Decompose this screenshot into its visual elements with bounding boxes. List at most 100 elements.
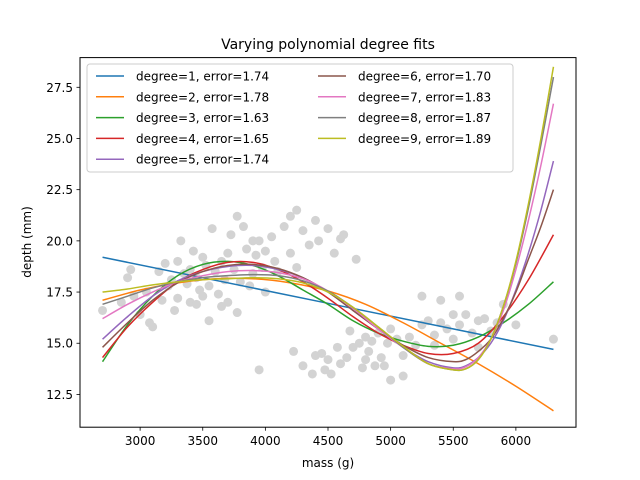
scatter-point: [429, 330, 439, 340]
scatter-point: [304, 240, 314, 250]
legend-label: degree=8, error=1.87: [358, 111, 491, 125]
scatter-point: [98, 305, 108, 315]
x-tick-label: 3000: [125, 434, 156, 448]
scatter-point: [170, 305, 180, 315]
scatter-point: [232, 211, 242, 221]
scatter-point: [260, 287, 270, 297]
scatter-point: [367, 336, 377, 346]
scatter-point: [232, 308, 242, 318]
scatter-point: [436, 318, 446, 328]
scatter-point: [332, 342, 342, 352]
legend-item-degree-6: degree=6, error=1.70: [318, 70, 491, 84]
scatter-point: [251, 250, 261, 260]
legend-label: degree=5, error=1.74: [136, 153, 269, 167]
scatter-point: [235, 277, 245, 287]
scatter-point: [361, 355, 371, 365]
scatter-point: [223, 297, 233, 307]
scatter-point: [123, 273, 133, 283]
scatter-point: [310, 215, 320, 225]
legend-item-degree-3: degree=3, error=1.63: [96, 111, 269, 125]
scatter-point: [307, 369, 317, 379]
legend-item-degree-7: degree=7, error=1.83: [318, 90, 491, 104]
scatter-point: [351, 254, 361, 264]
scatter-point: [289, 346, 299, 356]
legend-item-degree-8: degree=8, error=1.87: [318, 111, 491, 125]
scatter-point: [398, 371, 408, 381]
scatter-point: [270, 256, 280, 266]
y-axis-label: depth (mm): [20, 206, 34, 277]
scatter-point: [323, 355, 333, 365]
scatter-point: [173, 293, 183, 303]
scatter-point: [314, 236, 324, 246]
scatter-point: [292, 262, 302, 272]
scatter-point: [339, 230, 349, 240]
scatter-point: [317, 348, 327, 358]
x-tick-label: 4000: [250, 434, 281, 448]
scatter-point: [455, 320, 465, 330]
scatter-point: [204, 316, 214, 326]
y-tick-label: 22.5: [46, 183, 73, 197]
legend-item-degree-4: degree=4, error=1.65: [96, 132, 269, 146]
scatter-point: [386, 324, 396, 334]
scatter-point: [188, 246, 198, 256]
scatter-point: [248, 269, 258, 279]
scatter-point: [254, 365, 264, 375]
scatter-point: [285, 248, 295, 258]
x-tick-label: 4500: [313, 434, 344, 448]
scatter-point: [404, 332, 414, 342]
scatter-point: [285, 211, 295, 221]
scatter-point: [292, 205, 302, 215]
scatter-point: [248, 236, 258, 246]
scatter-point: [226, 230, 236, 240]
legend-label: degree=9, error=1.89: [358, 132, 491, 146]
scatter-point: [223, 248, 233, 258]
fit-lines: [101, 66, 555, 412]
y-tick-label: 17.5: [46, 286, 73, 300]
scatter-point: [386, 375, 396, 385]
scatter-point: [326, 369, 336, 379]
scatter-point: [511, 320, 521, 330]
scatter-point: [160, 258, 170, 268]
scatter-point: [242, 244, 252, 254]
legend: degree=1, error=1.74 degree=2, error=1.78…: [86, 63, 514, 173]
y-tick-label: 27.5: [46, 81, 73, 95]
x-axis-label: mass (g): [302, 456, 354, 470]
y-tick-label: 12.5: [46, 388, 73, 402]
scatter-point: [480, 314, 490, 324]
legend-item-degree-5: degree=5, error=1.74: [96, 153, 269, 167]
legend-label: degree=1, error=1.74: [136, 70, 269, 84]
scatter-point: [364, 346, 374, 356]
scatter-point: [176, 236, 186, 246]
scatter-point: [429, 340, 439, 350]
scatter-point: [126, 265, 136, 275]
scatter-point: [298, 226, 308, 236]
legend-box: [86, 63, 514, 173]
scatter-point: [198, 252, 208, 262]
x-axis-ticks: 3000 3500 4000 4500 5000 5500 6000: [125, 427, 531, 448]
scatter-point: [370, 361, 380, 371]
scatter-point: [461, 310, 471, 320]
fit-line-degree-3: [101, 260, 554, 363]
scatter-point: [213, 289, 223, 299]
scatter-point: [157, 295, 167, 305]
x-tick-label: 3500: [187, 434, 218, 448]
scatter-point: [345, 326, 355, 336]
legend-item-degree-9: degree=9, error=1.89: [318, 132, 491, 146]
scatter-point: [207, 224, 217, 234]
x-tick-label: 5500: [438, 434, 469, 448]
fit-line-degree-7: [102, 103, 555, 370]
legend-label: degree=2, error=1.78: [136, 90, 269, 104]
scatter-point: [436, 295, 446, 305]
scatter-point: [298, 361, 308, 371]
scatter-point: [398, 351, 408, 361]
scatter-point: [376, 353, 386, 363]
fit-line-degree-9: [102, 66, 555, 372]
scatter-point: [357, 363, 367, 373]
scatter-point: [342, 353, 352, 363]
scatter-point: [448, 334, 458, 344]
scatter-point: [198, 291, 208, 301]
scatter-point: [173, 256, 183, 266]
y-tick-label: 20.0: [46, 234, 73, 248]
legend-label: degree=6, error=1.70: [358, 70, 491, 84]
